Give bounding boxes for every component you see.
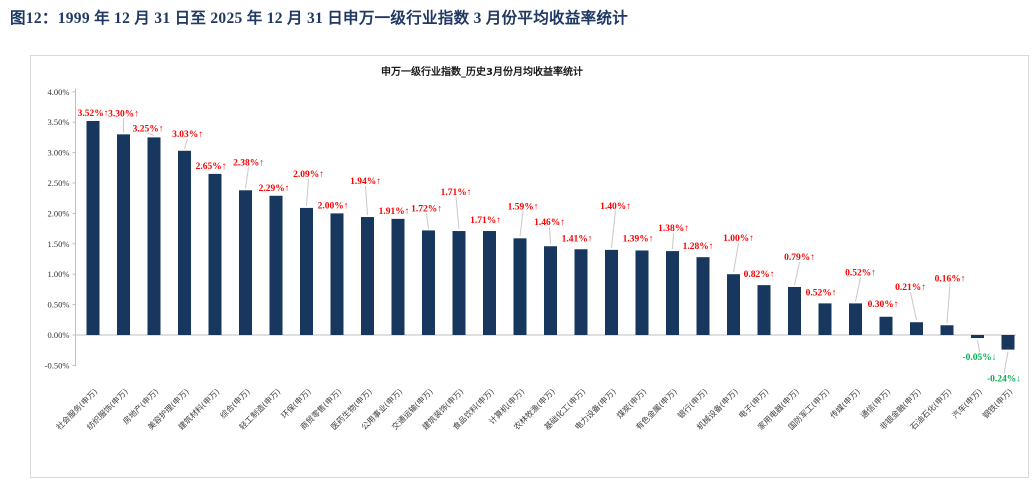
bar bbox=[208, 173, 222, 335]
bar bbox=[605, 249, 618, 335]
bar-chart: 申万一级行业指数_历史3月份月均收益率统计 4.00% 3.50% 3.00% 2.50… bbox=[45, 65, 1021, 432]
bar-value-label: 0.52%↑ bbox=[806, 288, 837, 298]
bar-value-label: 0.16%↑ bbox=[935, 274, 966, 284]
bar-value-label: 1.40%↑ bbox=[600, 202, 631, 212]
figure-caption: 图12：1999 年 12 月 31 日至 2025 年 12 月 31 日申万… bbox=[10, 10, 629, 27]
label-leader-line bbox=[455, 196, 460, 230]
y-axis-tick-label: 3.00% bbox=[48, 148, 70, 158]
bar bbox=[666, 251, 679, 335]
bar bbox=[330, 213, 344, 335]
bar bbox=[269, 195, 283, 335]
label-leader-line bbox=[426, 213, 429, 229]
y-axis-tick-label: 3.50% bbox=[48, 117, 70, 127]
bar bbox=[818, 303, 832, 335]
bar-value-label: 1.59%↑ bbox=[508, 202, 539, 212]
label-leader-line bbox=[184, 138, 188, 149]
label-leader-line bbox=[672, 233, 674, 250]
label-leader-line bbox=[855, 277, 861, 302]
bar-value-label: 3.52%↑ bbox=[78, 109, 109, 119]
bar-value-label: 1.71%↑ bbox=[441, 188, 472, 198]
bar-value-label: 3.30%↑ bbox=[108, 109, 139, 119]
chart-title: 申万一级行业指数_历史3月份月均收益率统计 bbox=[381, 65, 583, 78]
bar bbox=[727, 274, 740, 335]
bar bbox=[940, 325, 954, 335]
bar-value-label: 2.29%↑ bbox=[259, 184, 290, 194]
bar-value-label: 1.91%↑ bbox=[379, 207, 410, 217]
bar-value-label: 1.71%↑ bbox=[470, 216, 501, 226]
bar-value-label: -0.05%↓ bbox=[962, 353, 996, 363]
bar-value-label: -0.24%↓ bbox=[987, 375, 1021, 385]
bar bbox=[635, 250, 649, 335]
bar bbox=[849, 303, 862, 335]
chart-panel: 申万一级行业指数_历史3月份月均收益率统计 4.00% 3.50% 3.00% 2.50… bbox=[30, 55, 1029, 478]
bar-value-label: 1.41%↑ bbox=[562, 234, 593, 244]
bar bbox=[391, 218, 405, 335]
bar-value-label: 1.39%↑ bbox=[623, 234, 654, 244]
bar bbox=[513, 238, 527, 335]
label-leader-line bbox=[1003, 351, 1009, 374]
y-axis-tick-label: -0.50% bbox=[45, 360, 70, 370]
label-leader-line bbox=[794, 261, 800, 286]
label-leader-line bbox=[306, 178, 309, 206]
y-axis-tick-label: 4.00% bbox=[48, 87, 70, 97]
x-axis-category-label: 钢铁(申万) bbox=[980, 386, 1014, 420]
label-leader-line bbox=[977, 339, 980, 353]
bar-value-label: 1.46%↑ bbox=[534, 218, 565, 228]
y-axis-tick-label: 0.50% bbox=[48, 300, 70, 310]
bar-value-label: 1.94%↑ bbox=[350, 177, 381, 187]
label-leader-line bbox=[519, 211, 524, 237]
label-leader-line bbox=[611, 210, 616, 248]
bar-value-label: 3.03%↑ bbox=[172, 130, 203, 140]
bar bbox=[1001, 335, 1015, 350]
bar-value-label: 2.09%↑ bbox=[293, 170, 324, 180]
y-axis-tick-label: 2.50% bbox=[48, 178, 70, 188]
bar bbox=[971, 335, 984, 339]
y-axis-tick-label: 1.50% bbox=[48, 239, 70, 249]
bar bbox=[422, 230, 435, 335]
bar bbox=[910, 322, 923, 335]
x-axis-category-label: 汽车(申万) bbox=[950, 386, 984, 420]
bar bbox=[300, 207, 313, 335]
bar bbox=[452, 231, 466, 335]
bar bbox=[239, 190, 252, 335]
bar-value-label: 1.00%↑ bbox=[723, 234, 754, 244]
bar-value-label: 1.28%↑ bbox=[683, 242, 714, 252]
bar bbox=[86, 120, 100, 335]
y-axis-tick-label: 2.00% bbox=[48, 208, 70, 218]
bar bbox=[696, 257, 710, 335]
bar bbox=[483, 231, 496, 335]
label-leader-line bbox=[910, 292, 917, 321]
bar bbox=[178, 150, 191, 335]
bar-value-label: 0.52%↑ bbox=[845, 268, 876, 278]
bar bbox=[788, 286, 801, 335]
x-axis-category-label: 传媒(申万) bbox=[828, 386, 862, 420]
bar-value-label: 2.38%↑ bbox=[233, 158, 264, 168]
bar-value-label: 1.72%↑ bbox=[411, 204, 442, 214]
bar-value-label: 3.25%↑ bbox=[133, 124, 164, 134]
bar bbox=[147, 137, 161, 335]
bar-value-label: 0.30%↑ bbox=[868, 300, 899, 310]
bar-value-label: 0.21%↑ bbox=[895, 283, 926, 293]
bar bbox=[879, 316, 893, 335]
label-leader-line bbox=[147, 132, 155, 136]
bar-value-label: 2.00%↑ bbox=[318, 201, 349, 211]
bar-value-label: 0.79%↑ bbox=[784, 253, 815, 263]
bar bbox=[117, 134, 130, 335]
bar-value-label: 0.82%↑ bbox=[744, 270, 775, 280]
bar bbox=[757, 285, 771, 335]
bar bbox=[361, 217, 374, 335]
label-leader-line bbox=[245, 167, 249, 189]
bar-value-label: 2.65%↑ bbox=[196, 162, 227, 172]
y-axis-tick-label: 1.00% bbox=[48, 269, 70, 279]
bar-value-label: 1.38%↑ bbox=[658, 224, 689, 234]
label-leader-line bbox=[365, 186, 368, 216]
bar bbox=[544, 246, 557, 335]
label-leader-line bbox=[733, 243, 739, 273]
bar bbox=[574, 249, 588, 335]
label-leader-line bbox=[946, 283, 951, 324]
y-axis-tick-label: 0.00% bbox=[48, 330, 70, 340]
label-leader-line bbox=[549, 227, 551, 245]
